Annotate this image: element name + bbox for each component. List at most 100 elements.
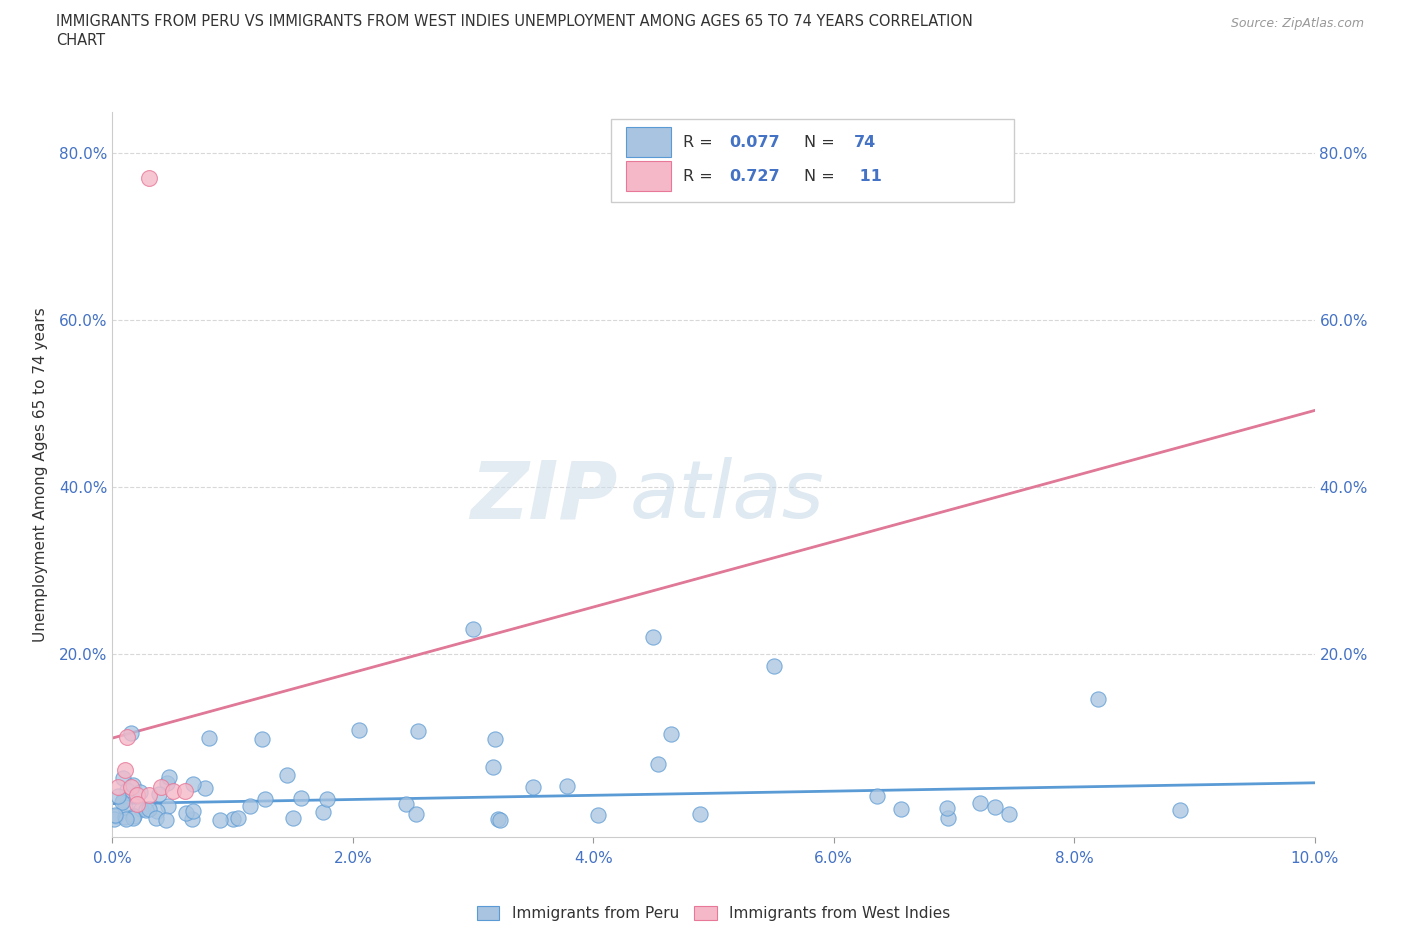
Point [659,726,682,741]
Point [866,789,889,804]
Point [162,784,184,799]
Text: R =: R = [683,135,718,150]
Text: Source: ZipAtlas.com: Source: ZipAtlas.com [1230,17,1364,30]
Text: ZIP: ZIP [470,457,617,535]
Point [181,777,204,791]
Point [226,811,249,826]
Point [114,809,136,824]
Point [461,621,484,636]
Point [890,802,912,817]
Point [155,812,177,827]
Point [114,799,136,814]
Point [125,788,148,803]
Point [347,723,370,737]
Point [312,804,335,819]
Point [555,778,578,793]
FancyBboxPatch shape [612,119,1014,203]
Point [114,763,136,777]
Point [111,792,134,807]
Point [489,813,512,828]
Point [120,725,142,740]
Point [120,779,142,794]
Point [488,812,510,827]
Text: 74: 74 [855,135,876,150]
Text: atlas: atlas [630,457,824,535]
Point [1087,692,1109,707]
Point [522,779,544,794]
Point [110,794,132,809]
Point [198,730,221,745]
Point [107,789,129,804]
Point [405,806,427,821]
Text: 10.0%: 10.0% [1291,851,1339,866]
Point [115,812,138,827]
Point [135,803,157,817]
Text: 11: 11 [855,168,882,183]
FancyBboxPatch shape [626,161,672,192]
Point [122,810,145,825]
Point [146,804,169,818]
Point [156,776,179,790]
Point [125,796,148,811]
Point [290,790,312,805]
Point [115,783,138,798]
Point [253,791,276,806]
Point [395,797,418,812]
Point [316,792,339,807]
Point [124,808,146,823]
Point [156,799,179,814]
Point [181,804,204,818]
Point [406,724,429,738]
Point [107,779,129,794]
Point [208,813,231,828]
Point [138,788,160,803]
Point [129,801,152,816]
Point [138,171,160,186]
Point [983,799,1005,814]
Point [157,769,180,784]
Point [276,768,298,783]
Point [252,731,274,746]
Point [969,796,991,811]
Point [1168,803,1191,817]
Text: IMMIGRANTS FROM PERU VS IMMIGRANTS FROM WEST INDIES UNEMPLOYMENT AMONG AGES 65 T: IMMIGRANTS FROM PERU VS IMMIGRANTS FROM … [56,14,973,29]
Text: 6.0%: 6.0% [814,851,853,866]
Text: 4.0%: 4.0% [574,851,613,866]
Legend: Immigrants from Peru, Immigrants from West Indies: Immigrants from Peru, Immigrants from We… [471,899,956,927]
Point [482,760,505,775]
Point [647,757,669,772]
Point [129,785,152,800]
Point [173,784,195,799]
Point [122,777,145,792]
Point [239,798,262,813]
Point [283,811,305,826]
Point [762,658,785,673]
Text: N =: N = [804,135,839,150]
FancyBboxPatch shape [626,126,672,157]
Point [138,802,160,817]
Point [194,781,217,796]
Point [935,801,957,816]
Text: 0.0%: 0.0% [93,851,132,866]
Point [115,729,138,744]
Point [180,812,202,827]
Point [145,810,167,825]
Text: CHART: CHART [56,33,105,47]
Point [689,806,711,821]
Text: 0.077: 0.077 [730,135,780,150]
Y-axis label: Unemployment Among Ages 65 to 74 years: Unemployment Among Ages 65 to 74 years [32,307,48,642]
Point [104,808,127,823]
Text: 2.0%: 2.0% [333,851,373,866]
Text: 0.727: 0.727 [730,168,780,183]
Point [111,771,134,786]
Point [148,787,170,802]
Point [643,630,665,644]
Point [484,732,506,747]
Point [103,811,125,826]
Point [149,779,172,794]
Text: R =: R = [683,168,718,183]
Text: N =: N = [804,168,839,183]
Point [586,808,609,823]
Point [936,811,959,826]
Point [222,812,245,827]
